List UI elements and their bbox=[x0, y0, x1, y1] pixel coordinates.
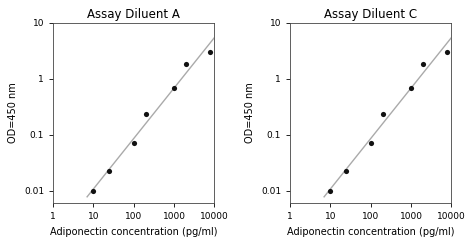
Point bbox=[327, 189, 334, 193]
Point bbox=[343, 170, 350, 173]
X-axis label: Adiponectin concentration (pg/ml): Adiponectin concentration (pg/ml) bbox=[50, 227, 218, 237]
Point bbox=[367, 141, 374, 145]
Point bbox=[90, 189, 97, 193]
Point bbox=[379, 112, 387, 116]
Point bbox=[207, 50, 214, 54]
Point bbox=[407, 86, 415, 90]
Y-axis label: OD=450 nm: OD=450 nm bbox=[246, 82, 255, 143]
Point bbox=[170, 86, 178, 90]
X-axis label: Adiponectin concentration (pg/ml): Adiponectin concentration (pg/ml) bbox=[287, 227, 455, 237]
Title: Assay Diluent C: Assay Diluent C bbox=[324, 8, 417, 21]
Point bbox=[444, 50, 451, 54]
Point bbox=[182, 62, 190, 66]
Title: Assay Diluent A: Assay Diluent A bbox=[87, 8, 180, 21]
Point bbox=[106, 170, 113, 173]
Point bbox=[419, 62, 427, 66]
Y-axis label: OD=450 nm: OD=450 nm bbox=[9, 82, 18, 143]
Point bbox=[142, 112, 150, 116]
Point bbox=[130, 141, 137, 145]
